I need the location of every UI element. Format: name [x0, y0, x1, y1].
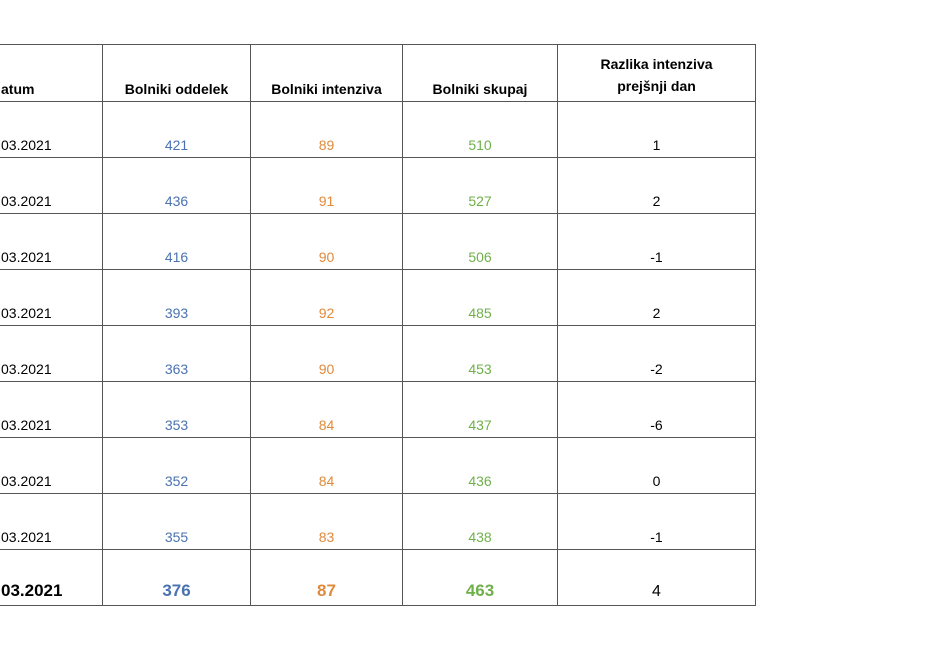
table-cell: -6 [557, 381, 756, 438]
table-cell: 421 [102, 101, 251, 158]
table-cell: 03.2021 [0, 437, 103, 494]
table-row: 03.2021 376 87 463 4 [0, 549, 756, 606]
header-row: atum Bolniki oddelek Bolniki intenziva Boln… [0, 44, 756, 102]
table-row: 03.2021 421 89 510 1 [0, 101, 756, 158]
table-cell: 0 [557, 437, 756, 494]
header-cell: Razlika intenziva prejšnji dan [557, 44, 756, 102]
table-cell: 416 [102, 213, 251, 270]
table-cell: 437 [402, 381, 558, 438]
table-cell: 453 [402, 325, 558, 382]
header-text: Bolniki oddelek [124, 81, 229, 97]
table-cell: 2 [557, 269, 756, 326]
table-cell: 87 [250, 549, 403, 606]
table-cell: 03.2021 [0, 269, 103, 326]
table-cell: 90 [250, 213, 403, 270]
header-text: Bolniki intenziva [271, 81, 382, 97]
table-cell: 438 [402, 493, 558, 550]
table-cell: 376 [102, 549, 251, 606]
table-cell: 510 [402, 101, 558, 158]
table-cell: 355 [102, 493, 251, 550]
table-cell: 2 [557, 157, 756, 214]
table-cell: 90 [250, 325, 403, 382]
table-row: 03.2021 363 90 453 -2 [0, 325, 756, 382]
table-cell: 03.2021 [0, 101, 103, 158]
table-cell: -1 [557, 213, 756, 270]
table-cell: 352 [102, 437, 251, 494]
table-cell: 1 [557, 101, 756, 158]
table-row: 03.2021 436 91 527 2 [0, 157, 756, 214]
table-cell: 363 [102, 325, 251, 382]
table-cell: 463 [402, 549, 558, 606]
header-text: Razlika intenziva prejšnji dan [600, 56, 713, 94]
table-cell: 83 [250, 493, 403, 550]
table-cell: 91 [250, 157, 403, 214]
table-cell: -2 [557, 325, 756, 382]
table-row: 03.2021 352 84 436 0 [0, 437, 756, 494]
header-cell: atum [0, 44, 103, 102]
table-cell: 436 [102, 157, 251, 214]
table-body: 03.2021 421 89 510 1 03.2021 436 91 527 2 03.2021 4… [0, 101, 756, 606]
table-cell: 03.2021 [0, 157, 103, 214]
table-cell: 92 [250, 269, 403, 326]
header-cell: Bolniki oddelek [102, 44, 251, 102]
header-cell: Bolniki skupaj [402, 44, 558, 102]
table-cell: 506 [402, 213, 558, 270]
table-cell: 03.2021 [0, 549, 103, 606]
table-cell: 03.2021 [0, 213, 103, 270]
table-row: 03.2021 355 83 438 -1 [0, 493, 756, 550]
table-row: 03.2021 353 84 437 -6 [0, 381, 756, 438]
table-cell: -1 [557, 493, 756, 550]
header-text: Bolniki skupaj [432, 81, 528, 97]
table-cell: 03.2021 [0, 325, 103, 382]
data-table: atum Bolniki oddelek Bolniki intenziva Boln… [0, 44, 756, 606]
table-cell: 84 [250, 437, 403, 494]
table-cell: 84 [250, 381, 403, 438]
table-cell: 89 [250, 101, 403, 158]
table-cell: 03.2021 [0, 493, 103, 550]
table-cell: 393 [102, 269, 251, 326]
table-cell: 03.2021 [0, 381, 103, 438]
header-cell: Bolniki intenziva [250, 44, 403, 102]
table-cell: 4 [557, 549, 756, 606]
table-row: 03.2021 416 90 506 -1 [0, 213, 756, 270]
header-text: atum [1, 81, 35, 97]
table-cell: 485 [402, 269, 558, 326]
table-cell: 527 [402, 157, 558, 214]
table-cell: 436 [402, 437, 558, 494]
table-row: 03.2021 393 92 485 2 [0, 269, 756, 326]
table-cell: 353 [102, 381, 251, 438]
